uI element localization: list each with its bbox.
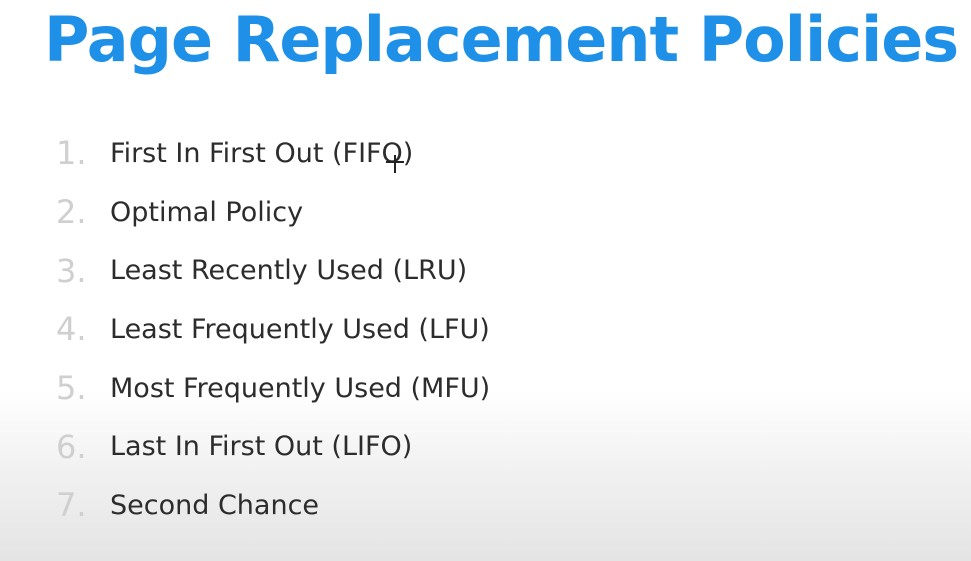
list-item-label: Last In First Out (LIFO)	[110, 431, 413, 463]
list-item-number: 5.	[56, 369, 87, 408]
list-item-label: Optimal Policy	[110, 196, 304, 228]
list-item-number: 6.	[56, 427, 87, 466]
list-item-number: 4.	[56, 310, 87, 349]
list-item-number: 3.	[56, 251, 87, 290]
slide-title: Page Replacement Policies	[44, 3, 959, 76]
crosshair-cursor-icon	[386, 155, 404, 173]
list-item-fifo: 1. First In First Out (FIFO)	[56, 124, 490, 183]
list-item-number: 7.	[56, 486, 87, 525]
list-item-label: First In First Out (FIFO)	[110, 137, 414, 169]
list-item-optimal: 2. Optimal Policy	[56, 183, 490, 242]
policy-list: 1. First In First Out (FIFO) 2. Optimal …	[56, 124, 490, 535]
list-item-label: Second Chance	[110, 489, 320, 521]
list-item-number: 2.	[56, 193, 87, 232]
list-item-lfu: 4. Least Frequently Used (LFU)	[56, 300, 490, 359]
list-item-label: Least Recently Used (LRU)	[110, 255, 468, 287]
list-item-label: Most Frequently Used (MFU)	[110, 372, 491, 404]
list-item-second-chance: 7. Second Chance	[56, 476, 490, 535]
list-item-label: Least Frequently Used (LFU)	[110, 313, 490, 345]
list-item-mfu: 5. Most Frequently Used (MFU)	[56, 359, 490, 418]
list-item-number: 1.	[56, 134, 87, 173]
list-item-lru: 3. Least Recently Used (LRU)	[56, 241, 490, 300]
list-item-lifo: 6. Last In First Out (LIFO)	[56, 417, 490, 476]
